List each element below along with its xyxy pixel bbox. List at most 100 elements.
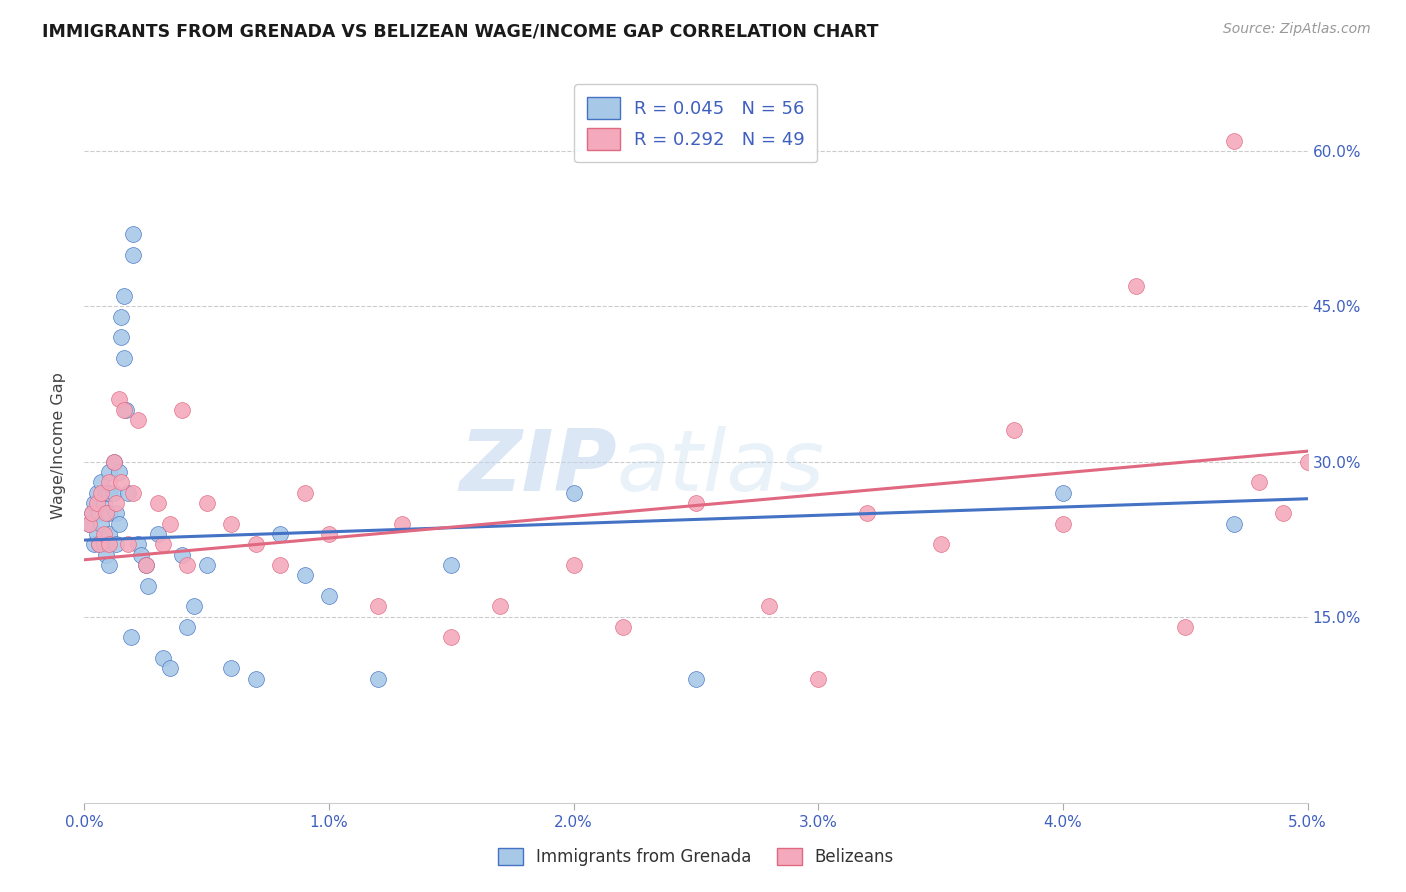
Point	[105, 537, 128, 551]
Point	[1125, 278, 1147, 293]
Point	[562, 485, 585, 500]
Point	[86, 527, 108, 541]
Point	[97, 475, 120, 490]
Point	[929, 537, 952, 551]
Point	[80, 506, 103, 520]
Point	[856, 506, 879, 520]
Point	[146, 496, 169, 510]
Point	[219, 516, 242, 531]
Point	[122, 248, 145, 262]
Point	[103, 454, 125, 468]
Point	[105, 496, 128, 510]
Point	[367, 599, 389, 614]
Point	[562, 558, 585, 572]
Point	[97, 485, 120, 500]
Point	[129, 548, 152, 562]
Point	[1223, 516, 1246, 531]
Text: atlas: atlas	[616, 425, 824, 509]
Text: IMMIGRANTS FROM GRENADA VS BELIZEAN WAGE/INCOME GAP CORRELATION CHART: IMMIGRANTS FROM GRENADA VS BELIZEAN WAGE…	[42, 22, 879, 40]
Point	[107, 516, 129, 531]
Point	[269, 527, 291, 541]
Point	[176, 620, 198, 634]
Point	[86, 496, 108, 510]
Point	[97, 537, 120, 551]
Point	[110, 310, 132, 324]
Point	[127, 413, 149, 427]
Point	[440, 558, 463, 572]
Point	[152, 651, 174, 665]
Point	[110, 330, 132, 344]
Point	[1296, 454, 1319, 468]
Point	[172, 548, 194, 562]
Point	[176, 558, 198, 572]
Point	[1002, 424, 1025, 438]
Point	[685, 672, 707, 686]
Point	[367, 672, 389, 686]
Point	[318, 589, 340, 603]
Point	[83, 537, 105, 551]
Point	[1320, 402, 1343, 417]
Point	[96, 506, 118, 520]
Point	[1272, 506, 1295, 520]
Text: ZIP: ZIP	[458, 425, 616, 509]
Point	[112, 402, 135, 417]
Point	[1052, 485, 1074, 500]
Point	[90, 475, 112, 490]
Point	[90, 516, 112, 531]
Point	[1174, 620, 1197, 634]
Point	[489, 599, 512, 614]
Point	[107, 465, 129, 479]
Point	[135, 558, 157, 572]
Point	[87, 537, 110, 551]
Point	[93, 537, 115, 551]
Point	[122, 227, 145, 241]
Point	[86, 485, 108, 500]
Point	[136, 579, 159, 593]
Point	[120, 630, 142, 644]
Point	[685, 496, 707, 510]
Point	[90, 485, 112, 500]
Point	[107, 392, 129, 407]
Point	[245, 537, 267, 551]
Point	[93, 527, 115, 541]
Point	[122, 485, 145, 500]
Point	[97, 465, 120, 479]
Point	[1052, 516, 1074, 531]
Point	[87, 537, 110, 551]
Point	[127, 537, 149, 551]
Point	[195, 496, 218, 510]
Point	[117, 485, 139, 500]
Point	[117, 537, 139, 551]
Point	[245, 672, 267, 686]
Point	[112, 351, 135, 365]
Point	[77, 516, 100, 531]
Point	[612, 620, 634, 634]
Point	[135, 558, 157, 572]
Point	[96, 548, 118, 562]
Point	[294, 568, 316, 582]
Point	[103, 454, 125, 468]
Point	[97, 506, 120, 520]
Point	[318, 527, 340, 541]
Point	[391, 516, 413, 531]
Point	[1247, 475, 1270, 490]
Point	[440, 630, 463, 644]
Point	[269, 558, 291, 572]
Point	[77, 516, 100, 531]
Point	[159, 516, 181, 531]
Point	[93, 496, 115, 510]
Point	[96, 485, 118, 500]
Point	[183, 599, 205, 614]
Point	[112, 289, 135, 303]
Point	[97, 558, 120, 572]
Point	[807, 672, 830, 686]
Point	[159, 661, 181, 675]
Point	[1223, 134, 1246, 148]
Point	[105, 506, 128, 520]
Point	[80, 506, 103, 520]
Point	[152, 537, 174, 551]
Point	[87, 506, 110, 520]
Text: Source: ZipAtlas.com: Source: ZipAtlas.com	[1223, 22, 1371, 37]
Point	[97, 527, 120, 541]
Point	[115, 402, 138, 417]
